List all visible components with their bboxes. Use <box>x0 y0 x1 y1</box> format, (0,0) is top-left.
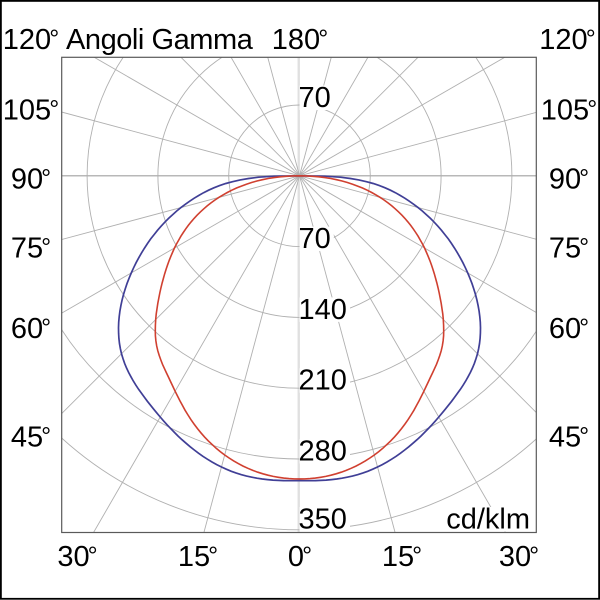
svg-text:75°: 75° <box>11 233 51 265</box>
svg-text:15°: 15° <box>382 541 422 573</box>
svg-text:90°: 90° <box>11 164 51 196</box>
svg-text:120°: 120° <box>3 24 59 56</box>
svg-text:70: 70 <box>299 223 331 255</box>
svg-text:15°: 15° <box>178 541 218 573</box>
svg-text:350: 350 <box>299 504 347 536</box>
svg-text:45°: 45° <box>549 422 589 454</box>
svg-text:105°: 105° <box>541 95 597 127</box>
svg-text:140: 140 <box>299 294 347 326</box>
svg-text:45°: 45° <box>11 422 51 454</box>
svg-text:75°: 75° <box>549 233 589 265</box>
svg-text:Angoli Gamma: Angoli Gamma <box>66 24 254 56</box>
svg-text:210: 210 <box>299 365 347 397</box>
svg-text:0°: 0° <box>288 541 312 573</box>
svg-text:120°: 120° <box>539 24 595 56</box>
svg-text:cd/klm: cd/klm <box>446 504 530 536</box>
svg-text:105°: 105° <box>3 95 59 127</box>
svg-text:30°: 30° <box>57 541 97 573</box>
svg-text:60°: 60° <box>11 313 51 345</box>
svg-text:70: 70 <box>299 82 331 114</box>
svg-text:280: 280 <box>299 436 347 468</box>
svg-text:60°: 60° <box>549 313 589 345</box>
svg-text:30°: 30° <box>499 541 539 573</box>
svg-text:90°: 90° <box>549 164 589 196</box>
svg-text:180°: 180° <box>272 24 328 56</box>
